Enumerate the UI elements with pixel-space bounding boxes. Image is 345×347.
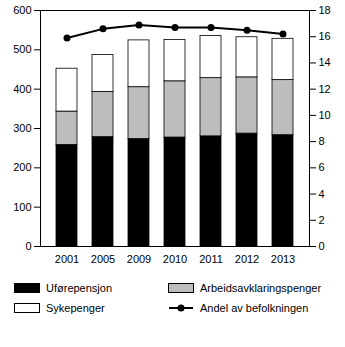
svg-text:2005: 2005 [91,253,115,265]
svg-text:400: 400 [13,83,31,95]
svg-text:8: 8 [319,135,325,147]
svg-text:0: 0 [25,240,31,252]
svg-text:14: 14 [319,56,331,68]
svg-text:2: 2 [319,214,325,226]
svg-text:10: 10 [319,109,331,121]
svg-text:2001: 2001 [55,253,79,265]
svg-text:16: 16 [319,30,331,42]
svg-text:2010: 2010 [163,253,187,265]
html-text:Sykepenger: Sykepenger [46,302,105,314]
svg-text:300: 300 [13,122,31,134]
svg-text:2013: 2013 [271,253,295,265]
html-text:Uførepensjon: Uførepensjon [46,282,112,294]
html-text:Andel av befolkningen: Andel av befolkningen [200,302,309,314]
svg-text:2012: 2012 [235,253,259,265]
svg-text:6: 6 [319,161,325,173]
html-text:Arbeidsavklaringspenger: Arbeidsavklaringspenger [200,282,322,294]
svg-text:500: 500 [13,43,31,55]
svg-text:4: 4 [319,188,325,200]
svg-text:600: 600 [13,4,31,16]
svg-text:12: 12 [319,83,331,95]
svg-text:2011: 2011 [199,253,223,265]
svg-text:200: 200 [13,161,31,173]
svg-text:100: 100 [13,201,31,213]
svg-text:18: 18 [319,4,331,16]
svg-text:0: 0 [319,240,325,252]
svg-text:2009: 2009 [127,253,151,265]
